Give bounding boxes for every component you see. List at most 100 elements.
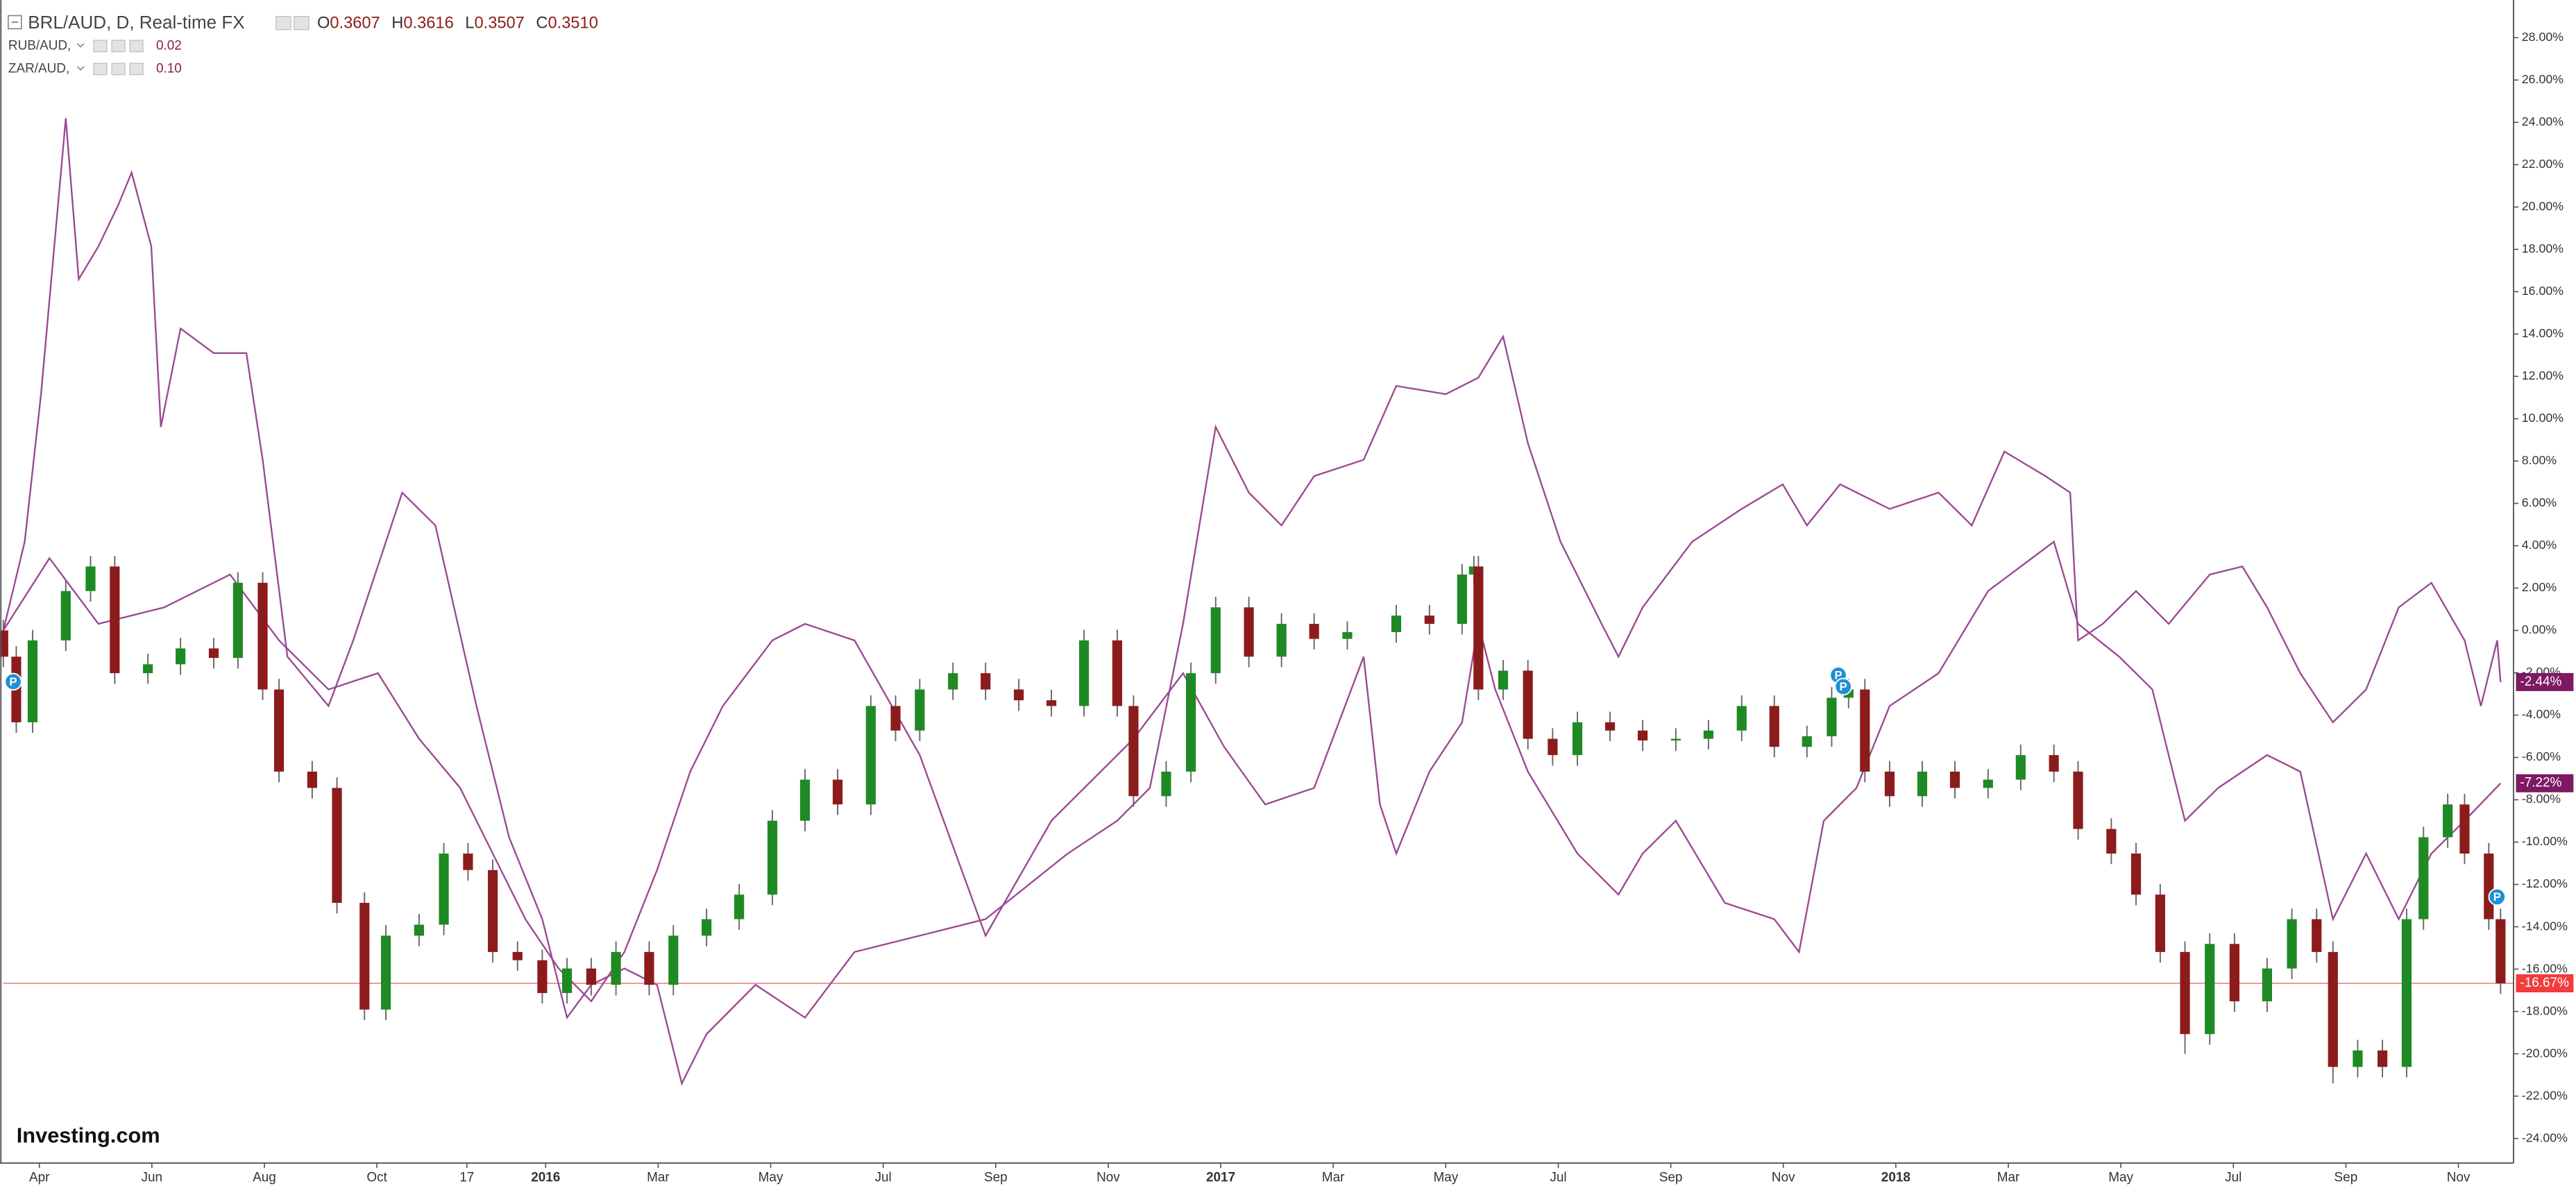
candle-body [702,919,712,936]
settings-icon[interactable] [276,16,291,31]
candle-body [981,673,991,690]
x-tick-label: Jul [875,1170,892,1185]
y-tick-label: 4.00% [2522,538,2557,552]
candle-body [1703,730,1714,739]
hide-icon[interactable] [294,16,310,31]
candle-body [2484,854,2494,919]
x-tick-label: Mar [1997,1170,2020,1185]
y-tick-label: 24.00% [2522,114,2564,128]
candle-body [487,869,498,952]
x-tick-label: Jul [1550,1170,1566,1185]
candle-body [1917,771,1928,797]
compare-line [2,118,2502,1086]
x-tick-label: Apr [29,1170,49,1185]
series-icon[interactable] [93,62,108,76]
candle-body [1276,624,1287,657]
series-icon[interactable] [129,40,144,53]
candle-body [439,854,449,925]
candle-body [2287,919,2297,969]
series-icon[interactable] [111,40,126,53]
candle-body [734,894,745,919]
x-tick-label: Sep [2334,1170,2358,1185]
compare-line [2,540,2502,1003]
candle-body [2073,771,2083,829]
candle-body [2459,804,2470,854]
event-marker-label: P [1840,680,1847,693]
candle-body [948,673,958,690]
candle-body [2401,919,2412,1067]
candle-body [2130,854,2142,895]
candle-body [1186,673,1196,772]
ohlc-key: C [536,15,548,33]
ohlc-key: H [391,15,403,33]
x-tick-label: Oct [366,1170,387,1185]
candle-body [2496,919,2506,984]
candle-body [273,689,285,772]
candle-body [1949,771,1960,788]
x-tick-label: Mar [1322,1170,1345,1185]
candle-body [537,960,548,994]
event-marker[interactable] [4,672,22,691]
series-icon[interactable] [111,62,126,76]
ohlc-value: 0.3607 [330,15,380,33]
collapse-icon[interactable] [8,15,22,30]
candle-body [2262,968,2273,1001]
ohlc-value: 0.3507 [474,15,524,33]
candle-body [2180,951,2190,1035]
candle-body [1884,771,1895,797]
candle-body [1523,670,1533,739]
candle-body [1457,574,1467,625]
candle-body [2106,829,2117,854]
candle-body [1244,607,1254,657]
candle-body [257,582,268,690]
candle-body [668,935,679,985]
candle-body [1112,640,1123,706]
event-marker-label: P [2493,890,2501,903]
candle-body [2312,919,2322,952]
legend-name: ZAR/AUD, [8,61,69,76]
y-tick-label: -20.00% [2522,1046,2568,1060]
candle-body [799,779,811,821]
candle-body [2377,1050,2388,1067]
candle-body [1161,771,1171,797]
candle-body [1013,689,1024,701]
legend-dropdown [76,66,85,71]
value-badge [2516,672,2574,691]
candle-body [890,706,901,731]
candle-body [414,924,424,936]
candle-body [1670,738,1681,741]
candle-body [176,648,186,665]
x-tick-label: 17 [459,1170,474,1185]
x-tick-label: 2016 [531,1170,560,1185]
event-marker[interactable] [1834,677,1852,696]
event-marker-label: P [1834,669,1842,682]
candle-body [332,788,342,903]
candle-body [232,582,243,659]
y-tick-label: 10.00% [2522,411,2564,425]
candle-body [1210,607,1221,674]
ohlc-key: O [317,15,330,33]
series-icon[interactable] [93,40,108,53]
series-icon[interactable] [129,62,144,76]
candle-body [1769,706,1779,747]
candle-body [1473,566,1484,690]
candle-body [1046,700,1057,706]
candle-body [1736,706,1747,731]
candle-body [307,771,317,788]
candle-body [2353,1050,2363,1067]
candle-body [1983,779,1993,788]
plot-area [0,118,2514,1086]
event-marker[interactable] [2488,888,2507,906]
candle-body [2229,944,2239,1001]
x-tick-label: Sep [1659,1170,1683,1185]
watermark: Investing.com [17,1123,160,1147]
y-tick-label: 12.00% [2522,368,2564,382]
y-tick-label: 0.00% [2522,622,2557,636]
candle-body [380,935,391,1010]
candle-body [1128,706,1139,797]
y-tick-label: 2.00% [2522,580,2557,594]
event-marker-label: P [9,675,17,688]
y-tick-label: 6.00% [2522,495,2557,509]
y-tick-label: -10.00% [2522,834,2568,848]
